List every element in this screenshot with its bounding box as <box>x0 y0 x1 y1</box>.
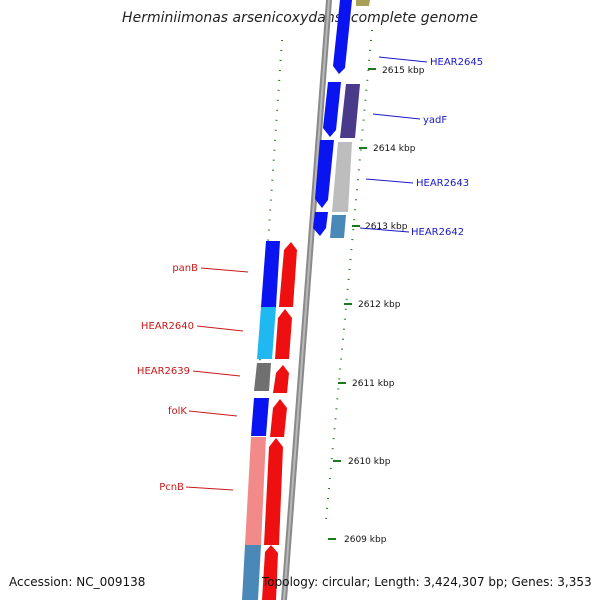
gene-label-leader <box>372 113 421 120</box>
tick-label: 2615 kbp <box>382 66 425 76</box>
gene-feature[interactable] <box>330 215 346 238</box>
gene-feature[interactable] <box>279 242 297 307</box>
gene-feature[interactable] <box>257 307 276 359</box>
gene-label-hear2643[interactable]: HEAR2643 <box>416 178 469 189</box>
gene-feature[interactable] <box>254 363 271 391</box>
gene-feature[interactable] <box>333 0 352 74</box>
gene-label-hear2639[interactable]: HEAR2639 <box>137 366 190 377</box>
tick-label: 2610 kbp <box>348 457 391 467</box>
topology-label: Topology: circular; Length: 3,424,307 bp… <box>262 575 592 589</box>
gene-label-panb[interactable]: panB <box>172 263 198 274</box>
gene-label-leader <box>185 486 234 491</box>
gene-feature[interactable] <box>323 82 341 137</box>
gene-feature[interactable] <box>261 241 280 307</box>
gene-label-pcnb[interactable]: PcnB <box>159 482 184 493</box>
gene-feature[interactable] <box>262 545 278 600</box>
gene-label-hear2645[interactable]: HEAR2645 <box>430 57 483 68</box>
gene-label-leader <box>359 227 410 233</box>
gene-label-leader <box>192 370 241 377</box>
accession-label: Accession: NC_009138 <box>9 575 146 589</box>
gene-label-leader <box>378 56 428 63</box>
gene-label-yadf[interactable]: yadF <box>423 115 447 126</box>
gene-label-hear2640[interactable]: HEAR2640 <box>141 321 194 332</box>
genome-backbone-highlight <box>283 0 330 600</box>
genome-title: Herminiimonas arsenicoxydans, complete g… <box>122 10 478 26</box>
gene-feature[interactable] <box>275 309 292 359</box>
tick-ruler-right <box>325 29 373 521</box>
gene-label-folk[interactable]: folK <box>168 406 187 417</box>
tick-label: 2612 kbp <box>358 300 401 310</box>
gene-label-leader <box>200 267 249 273</box>
tick-label: 2613 kbp <box>365 222 408 232</box>
tick-label: 2609 kbp <box>344 535 387 545</box>
gene-feature[interactable] <box>270 399 287 437</box>
gene-feature[interactable] <box>356 0 370 6</box>
gene-feature[interactable] <box>264 438 283 545</box>
gene-feature[interactable] <box>273 365 289 393</box>
gene-feature[interactable] <box>332 142 352 212</box>
gene-feature[interactable] <box>340 84 360 138</box>
gene-label-leader <box>188 410 238 417</box>
gene-feature[interactable] <box>313 212 328 236</box>
gene-label-hear2642[interactable]: HEAR2642 <box>411 227 464 238</box>
gene-feature[interactable] <box>242 545 261 600</box>
gene-feature[interactable] <box>245 437 266 545</box>
gene-label-leader <box>196 325 244 332</box>
gene-feature[interactable] <box>315 140 334 208</box>
gene-label-leader <box>365 178 414 184</box>
tick-label: 2614 kbp <box>373 144 416 154</box>
gene-feature[interactable] <box>251 398 269 436</box>
tick-label: 2611 kbp <box>352 379 395 389</box>
